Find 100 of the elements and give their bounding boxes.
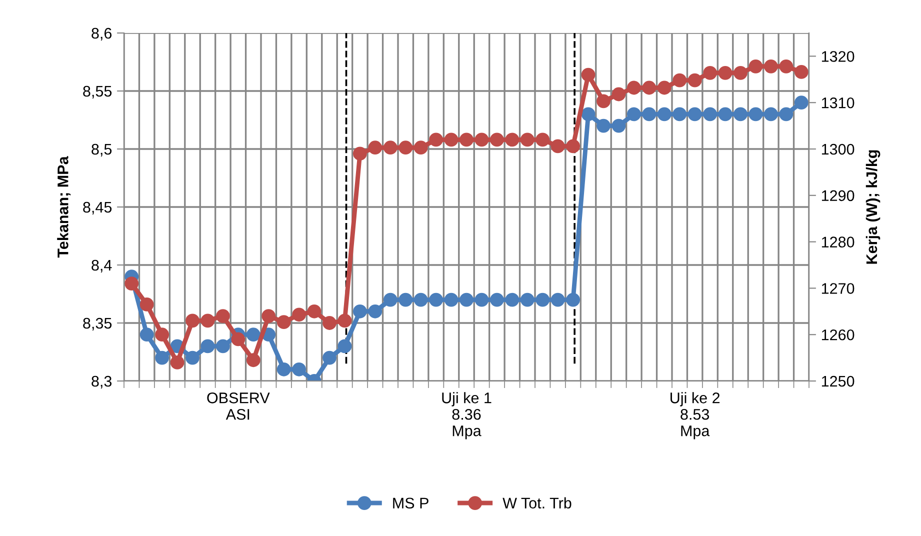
- point: [642, 107, 656, 122]
- legend-label: MS P: [393, 498, 428, 509]
- point: [550, 292, 565, 307]
- point: [383, 292, 398, 307]
- point: [474, 292, 489, 307]
- point: [338, 339, 352, 354]
- point: [429, 132, 443, 147]
- point: [246, 328, 260, 342]
- point: [581, 68, 596, 82]
- point: [216, 339, 230, 354]
- point: [550, 139, 565, 154]
- y-tick-label: 8,5: [92, 144, 112, 156]
- x-tick-label: Uji ke 2 8.53 Mpa: [670, 392, 720, 440]
- point: [657, 80, 672, 95]
- point: [140, 297, 154, 312]
- point: [353, 304, 367, 318]
- x-tick-label: Uji ke 1 8.36 Mpa: [442, 392, 492, 440]
- point: [566, 139, 580, 154]
- point: [612, 87, 626, 102]
- point: [764, 107, 778, 122]
- y-tick-label: 8,3: [92, 376, 112, 388]
- point: [276, 315, 291, 330]
- point: [748, 107, 763, 122]
- y-tick-label: 8,55: [83, 86, 112, 98]
- point: [398, 140, 413, 155]
- point: [398, 292, 413, 307]
- point: [246, 353, 260, 368]
- point: [444, 132, 458, 147]
- point: [612, 118, 626, 133]
- point: [536, 292, 550, 307]
- point: [460, 132, 474, 147]
- point: [155, 328, 169, 342]
- point: [734, 107, 748, 122]
- point: [779, 107, 794, 122]
- point: [718, 66, 732, 80]
- point: [292, 362, 306, 376]
- point: [170, 355, 184, 370]
- point: [536, 132, 550, 147]
- point: [627, 107, 641, 122]
- point: [596, 118, 610, 133]
- point: [734, 66, 748, 80]
- point: [200, 339, 215, 354]
- point: [490, 132, 504, 147]
- point: [322, 316, 336, 330]
- point: [322, 350, 336, 365]
- point: [764, 59, 778, 74]
- point: [627, 80, 641, 95]
- point: [672, 107, 687, 122]
- point: [368, 140, 382, 155]
- point: [140, 328, 154, 342]
- point: [460, 292, 474, 307]
- point: [429, 292, 443, 307]
- y2-tick-label: 1310: [822, 97, 854, 108]
- point: [414, 292, 428, 307]
- point: [748, 59, 763, 74]
- point: [383, 140, 398, 155]
- y-tick-label: 8,6: [92, 28, 112, 40]
- point: [155, 350, 169, 365]
- point: [216, 309, 230, 323]
- y2-tick-label: 1300: [822, 144, 854, 155]
- point: [444, 292, 458, 307]
- point: [520, 132, 534, 147]
- point: [566, 292, 580, 307]
- point: [368, 304, 382, 318]
- point: [414, 140, 428, 155]
- point: [186, 314, 200, 328]
- point: [200, 314, 215, 328]
- y2-tick-label: 1290: [822, 190, 854, 202]
- point: [718, 107, 732, 122]
- y2-tick-label: 1280: [822, 236, 854, 248]
- point: [505, 292, 520, 307]
- point: [794, 65, 808, 79]
- point: [276, 362, 291, 376]
- point: [186, 350, 200, 365]
- y2-tick-label: 1320: [822, 51, 854, 62]
- point: [262, 309, 276, 323]
- y2-tick-label: 1260: [822, 329, 854, 340]
- point: [338, 314, 352, 328]
- point: [794, 96, 808, 110]
- y-tick-label: 8,4: [92, 260, 112, 272]
- point: [505, 132, 520, 147]
- point: [688, 73, 702, 88]
- point: [520, 292, 534, 307]
- point: [703, 107, 717, 122]
- y2-tick-label: 1250: [822, 376, 854, 387]
- point: [292, 308, 306, 322]
- point: [688, 107, 702, 122]
- point: [231, 332, 246, 346]
- y-tick-label: 8,45: [83, 202, 112, 214]
- y2-axis-title: Kerja (W); kJ/kg: [866, 150, 880, 264]
- point: [779, 59, 794, 74]
- y2-tick-label: 1270: [822, 283, 854, 294]
- point: [596, 94, 610, 108]
- y-tick-label: 8,35: [83, 318, 112, 330]
- y-axis-title: Tekanan; MPa: [57, 156, 71, 258]
- point: [490, 292, 504, 307]
- x-tick-label: OBSERV ASI: [207, 392, 270, 420]
- point: [672, 73, 687, 88]
- point: [474, 132, 489, 147]
- point: [703, 66, 717, 80]
